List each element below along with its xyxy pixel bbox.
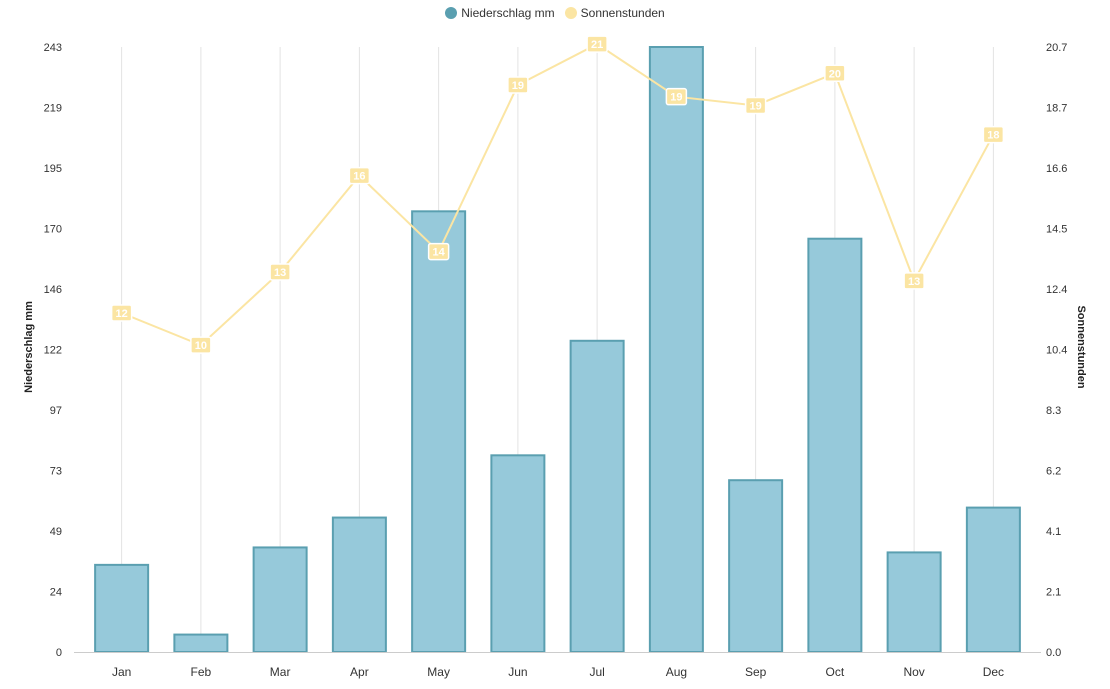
legend: Niederschlag mm Sonnenstunden [0,4,1110,22]
bar-niederschlag [728,479,784,653]
legend-item-sonnenstunden[interactable]: Sonnenstunden [564,6,665,20]
data-label-box [824,64,846,83]
x-tick-label: May [427,665,450,679]
x-tick-label: Apr [350,665,369,679]
data-label-sonnenstunden: 18 [987,130,999,142]
legend-label-niederschlag: Niederschlag mm [461,6,555,20]
axes: Jan Feb Mar Apr May Jun Jul Aug Sep Oct Nov Dec 0 24 4… [44,42,1068,679]
x-tick-label: Mar [270,665,291,679]
y-axis-left-title: Niederschlag mm [23,301,35,393]
x-tick-label: Aug [666,665,687,679]
data-label-box [586,35,608,53]
y-right-tick-label: 20.7 [1046,42,1067,54]
bar-niederschlag [886,551,942,653]
data-label-box [190,336,212,354]
line-sonnenstunden [121,42,995,347]
y-right-tick-label: 4.1 [1046,526,1061,538]
y-axis-right-title: Sonnenstunden [1075,305,1087,388]
data-label-box [665,87,688,106]
data-labels: 12 10 13 16 14 19 21 19 19 20 13 18 [110,35,1005,354]
data-label-box [110,304,133,322]
line-series [121,42,995,347]
y-left-tick-label: 243 [44,42,62,54]
data-label-sonnenstunden: 19 [512,80,524,92]
y-left-tick-label: 122 [44,345,62,357]
bar-niederschlag [569,339,625,653]
legend-swatch-sonnenstunden [564,7,577,19]
x-tick-label: Jul [589,665,604,679]
legend-item-niederschlag[interactable]: Niederschlag mm [445,6,555,20]
y-right-tick-label: 10.4 [1046,345,1067,357]
data-label-sonnenstunden: 19 [670,92,682,104]
x-tick-label: Feb [191,665,212,679]
x-tick-label: Jan [112,665,131,679]
data-label-sonnenstunden: 10 [195,340,207,352]
y-right-tick-label: 8.3 [1046,405,1061,417]
x-tick-label: Sep [745,665,767,679]
bar-niederschlag [807,237,863,653]
data-label-box [903,272,925,290]
x-tick-label: Jun [508,665,527,679]
data-label-sonnenstunden: 14 [433,247,446,259]
grid [121,47,994,652]
bar-niederschlag [94,563,150,654]
bar-niederschlag [490,454,546,653]
y-left-tick-label: 195 [44,163,62,175]
y-right-tick-label: 6.2 [1046,466,1061,478]
data-label-sonnenstunden: 13 [908,276,920,288]
x-tick-label: Dec [983,665,1004,679]
y-left-tick-label: 170 [44,224,62,236]
y-left-tick-label: 49 [50,526,62,538]
y-left-tick-label: 24 [50,587,62,599]
bar-niederschlag [173,633,229,654]
data-label-sonnenstunden: 21 [591,39,603,51]
bar-niederschlag [965,506,1021,653]
data-label-box [982,125,1005,144]
y-right-tick-label: 0.0 [1046,647,1061,659]
bars [94,46,1021,654]
y-right-tick-label: 2.1 [1046,587,1061,599]
data-label-box [269,263,291,281]
bar-niederschlag [331,516,387,653]
data-label-box [744,96,767,115]
y-left-tick-label: 97 [50,405,62,417]
bar-niederschlag [252,546,308,654]
bar-niederschlag [411,210,467,653]
data-label-sonnenstunden: 13 [274,267,286,279]
y-left-tick-label: 146 [44,284,62,296]
y-left-tick-label: 0 [56,647,62,659]
y-right-tick-label: 18.7 [1046,103,1067,115]
data-label-sonnenstunden: 16 [353,171,365,183]
data-label-sonnenstunden: 20 [829,68,841,80]
x-tick-label: Nov [903,665,924,679]
data-label-sonnenstunden: 19 [750,100,762,112]
data-label-sonnenstunden: 12 [116,308,128,320]
y-right-tick-label: 14.5 [1046,224,1067,236]
legend-swatch-niederschlag [445,7,458,19]
y-right-tick-label: 16.6 [1046,163,1067,175]
y-right-tick-label: 12.4 [1046,284,1067,296]
data-label-box [348,166,371,185]
data-label-box [507,76,529,94]
y-left-tick-label: 219 [44,103,62,115]
data-label-box [427,242,450,261]
x-tick-label: Oct [826,665,845,679]
y-left-tick-label: 73 [50,466,62,478]
legend-label-sonnenstunden: Sonnenstunden [580,6,665,20]
bar-niederschlag [648,46,704,653]
